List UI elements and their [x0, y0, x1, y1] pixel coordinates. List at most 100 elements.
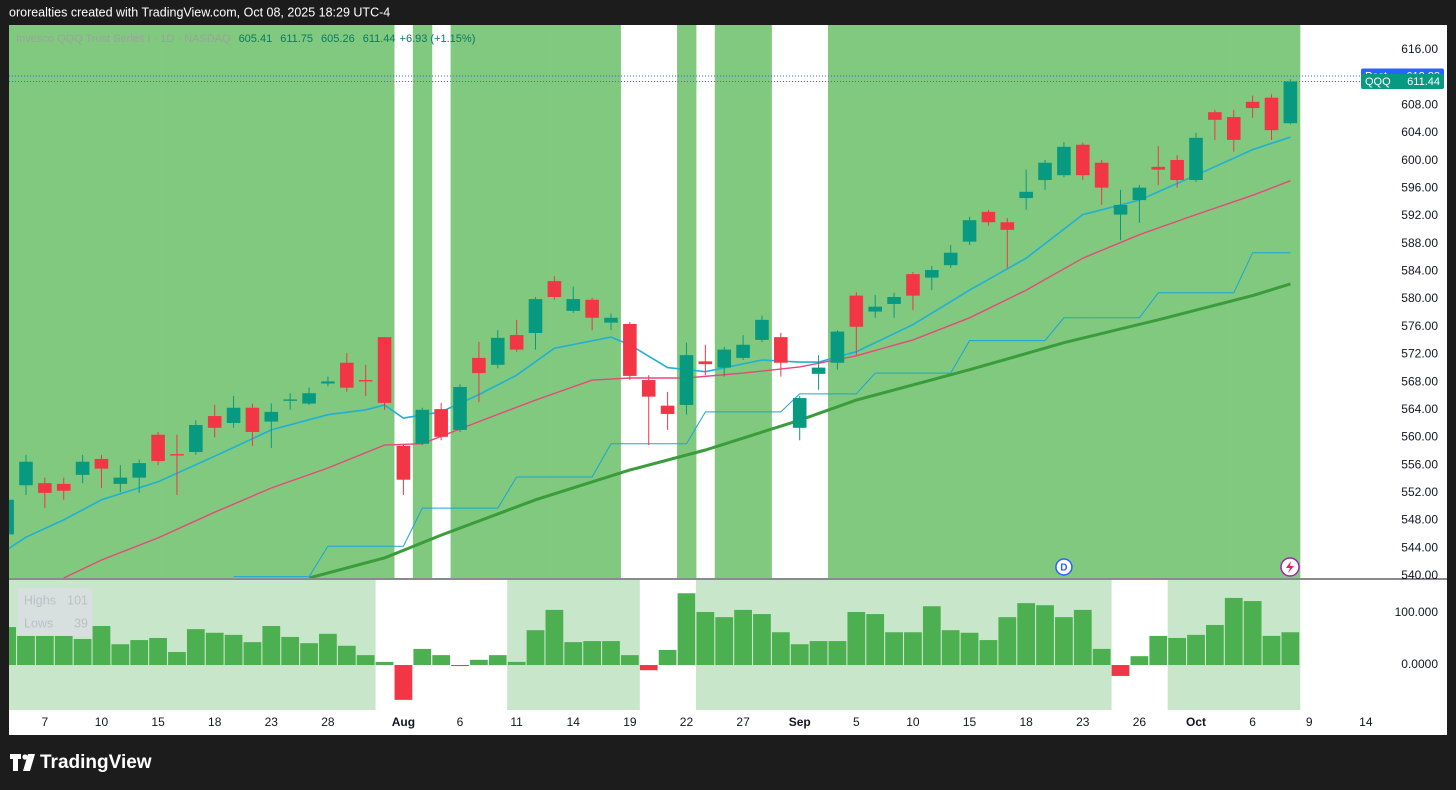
candle-body: [415, 409, 430, 444]
candle-body: [660, 405, 675, 414]
bar: [1262, 635, 1281, 666]
price-tag-value: 611.44: [1407, 76, 1440, 88]
x-tick-label: 27: [736, 715, 750, 729]
candle-body: [1170, 159, 1184, 181]
candle-body: [75, 461, 90, 475]
bar: [639, 665, 658, 671]
x-tick-label: 10: [95, 715, 109, 729]
signal-band: [1073, 25, 1093, 578]
bar: [73, 639, 92, 666]
candle-body: [962, 220, 977, 242]
candle-body: [528, 299, 543, 333]
signal-band: [752, 25, 772, 578]
candle-body: [1226, 117, 1241, 140]
event-marker: [1055, 558, 1073, 576]
main-pane: D: [9, 25, 1361, 578]
legend-value: 605.41: [239, 33, 273, 45]
signal-band: [110, 25, 131, 578]
bar: [1130, 656, 1149, 666]
x-tick-label: Aug: [392, 715, 415, 729]
bar: [488, 655, 507, 666]
y-tick-label: 548.00: [1401, 513, 1438, 527]
bar: [451, 665, 469, 667]
candle-body: [623, 323, 637, 376]
candle-body: [189, 425, 203, 453]
bar: [809, 641, 828, 666]
y-tick-label: 544.00: [1401, 540, 1438, 554]
x-tick-label: 14: [567, 715, 581, 729]
x-tick-label: 10: [906, 715, 920, 729]
candle-body: [113, 477, 128, 484]
stats-box: [18, 588, 92, 636]
candle-body: [38, 483, 52, 493]
signal-band: [1092, 580, 1112, 710]
candle-body: [604, 317, 618, 323]
y-tick-label: 540.00: [1401, 568, 1438, 582]
signal-band: [1186, 25, 1206, 578]
candle-body: [1132, 187, 1147, 201]
candle-body: [698, 361, 713, 365]
legend-title: Invesco QQQ Trust Series I · 1D · NASDAQ: [16, 33, 231, 45]
candle-body: [679, 355, 694, 405]
candle-body: [434, 409, 448, 437]
logo-slash: [23, 754, 35, 771]
y-tick-label: 0.0000: [1401, 657, 1438, 671]
signal-band: [960, 25, 980, 578]
x-tick-label: 22: [680, 715, 694, 729]
legend-change: +6.93 (+1.15%): [400, 33, 476, 45]
candle-body: [1208, 112, 1222, 120]
price-tag-name: QQQ: [1365, 76, 1391, 88]
logo-stem: [13, 754, 18, 771]
candle-body: [453, 386, 467, 430]
bar: [828, 641, 847, 666]
candle-body: [56, 483, 71, 491]
bar: [1206, 624, 1224, 666]
bar: [1281, 632, 1300, 666]
candle-body: [1038, 162, 1052, 181]
bar: [186, 629, 205, 666]
bar: [979, 640, 998, 666]
bar: [413, 648, 432, 666]
bar: [262, 626, 281, 666]
price-tag: [1361, 73, 1444, 89]
bar: [224, 634, 243, 666]
x-tick-label: 23: [265, 715, 279, 729]
signal-band: [1035, 25, 1055, 578]
signal-band: [507, 25, 527, 578]
candle-body: [94, 458, 109, 469]
x-tick-label: 19: [623, 715, 637, 729]
y-tick-label: 604.00: [1401, 125, 1438, 139]
bar: [715, 617, 734, 666]
bar: [583, 641, 601, 666]
y-tick-label: 616.00: [1401, 42, 1438, 56]
flash-bolt: [1286, 561, 1294, 573]
y-tick-label: 564.00: [1401, 402, 1438, 416]
legend-value: 611.75: [280, 33, 313, 45]
x-tick-label: 11: [510, 715, 523, 729]
signal-band: [92, 25, 112, 578]
bar: [753, 614, 771, 666]
x-tick-label: 14: [1359, 715, 1373, 729]
bar: [470, 659, 488, 666]
candle-body: [151, 434, 165, 462]
signal-band: [337, 580, 357, 710]
signal-band: [375, 25, 395, 578]
x-tick-label: Oct: [1186, 715, 1206, 729]
bar: [168, 652, 186, 666]
x-tick-label: 18: [208, 715, 222, 729]
x-tick-label: 23: [1076, 715, 1090, 729]
sub-pane: [9, 580, 1301, 710]
bar: [394, 665, 413, 700]
bar: [904, 632, 922, 666]
bar: [375, 661, 394, 666]
bar: [564, 642, 583, 666]
bar: [526, 630, 545, 666]
x-tick-label: 26: [1133, 715, 1147, 729]
y-tick-label: 608.00: [1401, 97, 1438, 111]
candle-body: [509, 335, 524, 350]
x-tick-label: 15: [151, 715, 165, 729]
candle-body: [283, 399, 297, 401]
bar: [432, 655, 451, 666]
